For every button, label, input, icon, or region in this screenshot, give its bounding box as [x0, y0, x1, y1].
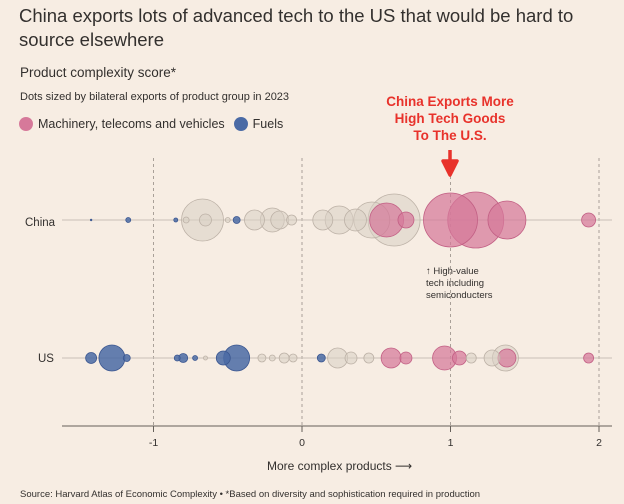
callout-line-1: China Exports More: [386, 94, 514, 109]
callout-line-2: High Tech Goods: [394, 111, 506, 126]
chart-title: China exports lots of advanced tech to t…: [19, 5, 574, 50]
dot-china-machinery: [397, 211, 415, 229]
dot-us-machinery: [497, 348, 517, 368]
tick-label--1: -1: [149, 437, 158, 449]
legend-label-fuels: Fuels: [252, 117, 284, 131]
dot-us-other: [344, 351, 358, 365]
dot-us-other: [203, 355, 208, 361]
dot-us-machinery: [583, 352, 595, 364]
dot-us-fuels: [316, 353, 326, 363]
dot-us-fuels: [98, 344, 126, 372]
row-label-us: US: [38, 353, 54, 365]
legend: Machinery, telecoms and vehicles Fuels: [19, 117, 292, 131]
annotation-line-2: tech including: [426, 278, 485, 289]
dot-china-machinery: [581, 212, 597, 228]
dot-china-fuels: [232, 216, 241, 224]
chart-subtitle: Product complexity score*: [20, 65, 177, 80]
tick-label-0: 0: [299, 437, 305, 449]
dot-us-fuels: [122, 354, 131, 362]
dot-china-other: [312, 209, 334, 231]
dot-us-fuels: [85, 352, 98, 364]
legend-swatch-fuels: [233, 117, 248, 131]
callout-text: China Exports More High Tech Goods To Th…: [370, 93, 530, 144]
dot-china-other: [199, 213, 212, 227]
callout-line-3: To The U.S.: [413, 128, 487, 143]
dot-china-other: [344, 208, 367, 232]
annotation-line-3: semiconducters: [426, 290, 493, 301]
dot-china-other: [224, 217, 231, 223]
dot-china-fuels: [173, 217, 179, 223]
dot-us-other: [278, 352, 290, 364]
dot-china-machinery: [423, 192, 478, 248]
dot-us-other: [483, 349, 501, 367]
dot-us-other: [465, 352, 477, 364]
annotation-line-1: ↑ High-value: [426, 266, 479, 277]
dot-us-fuels: [192, 355, 198, 361]
legend-item-machinery: Machinery, telecoms and vehicles: [19, 117, 225, 131]
tick-label-2: 2: [596, 437, 602, 449]
dot-china-fuels: [125, 217, 132, 223]
dot-us-other: [257, 353, 267, 363]
dot-china-other: [182, 216, 190, 224]
chart-note: Dots sized by bilateral exports of produ…: [20, 91, 290, 103]
dot-us-fuels: [215, 350, 231, 366]
dot-china-other: [244, 209, 265, 231]
dot-china-other: [286, 214, 298, 226]
dot-us-fuels: [173, 354, 181, 362]
source-note: Source: Harvard Atlas of Economic Comple…: [20, 489, 481, 500]
dot-china-fuels: [89, 218, 93, 222]
dot-china-other: [270, 210, 290, 230]
annotation-high-value: ↑ High-value tech including semiconducte…: [426, 266, 493, 302]
dot-china-machinery: [487, 200, 527, 240]
callout-arrow-icon: [441, 150, 459, 177]
dot-us-machinery: [380, 347, 402, 369]
dot-us-machinery: [452, 350, 467, 366]
dot-us-machinery: [399, 351, 413, 365]
x-axis-label: More complex products ⟶: [267, 459, 412, 473]
row-label-china: China: [25, 217, 56, 229]
tick-label-1: 1: [448, 437, 454, 449]
legend-label-machinery: Machinery, telecoms and vehicles: [38, 117, 225, 131]
legend-item-fuels: Fuels: [233, 117, 284, 131]
dot-us-other: [268, 354, 276, 362]
dot-us-other: [288, 353, 298, 363]
dot-us-other: [363, 352, 375, 364]
legend-swatch-machinery: [19, 117, 33, 131]
